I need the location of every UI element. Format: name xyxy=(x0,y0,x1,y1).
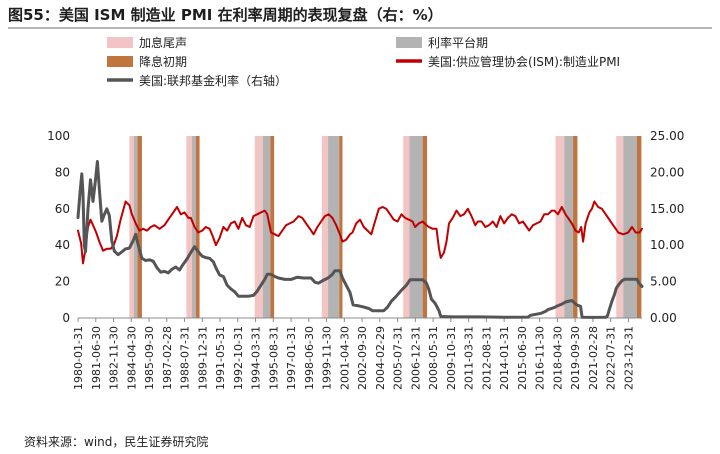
legend-label-ffr: 美国:联邦基金利率（右轴） xyxy=(139,73,287,88)
series-line-pmi xyxy=(77,200,643,265)
band-plateau-3 xyxy=(262,136,271,318)
x-tick-label: 1981-06-30 xyxy=(90,326,103,390)
x-tick-label: 2021-02-28 xyxy=(587,326,600,390)
band-plateau-6 xyxy=(564,136,574,318)
band-late-hike-7 xyxy=(616,136,624,318)
band-late-hike-4 xyxy=(321,136,329,318)
x-tick-label: 1989-12-31 xyxy=(196,326,209,390)
x-tick-label: 2004-02-29 xyxy=(374,326,387,390)
x-tick-label: 1984-04-30 xyxy=(125,326,138,390)
band-late-hike-1 xyxy=(129,136,134,318)
band-late-hike-2 xyxy=(186,136,193,318)
band-plateau-7 xyxy=(623,136,637,318)
legend: 加息尾声 降息初期 美国:联邦基金利率（右轴） 利率平台期 美国:供应管理协会(… xyxy=(107,35,620,88)
title-rule xyxy=(8,27,712,29)
y-right-tick-label: 10.00 xyxy=(650,238,684,252)
x-tick-label: 1991-05-31 xyxy=(214,326,227,390)
axes: 0 20 40 60 80 100 0.00 5.00 10.00 15.00 20.00 25.00… xyxy=(47,129,684,390)
y-left-tick-label: 100 xyxy=(47,129,70,143)
legend-swatch-plateau xyxy=(396,37,422,48)
band-late-hike-3 xyxy=(254,136,263,318)
y-right-tick-label: 25.00 xyxy=(650,129,684,143)
x-tick-label: 1992-10-31 xyxy=(232,326,245,390)
legend-label-late-hike: 加息尾声 xyxy=(139,35,187,50)
x-tick-label: 2011-03-31 xyxy=(463,326,476,390)
x-tick-label: 1988-07-31 xyxy=(179,326,192,390)
y-right-tick-label: 5.00 xyxy=(650,275,677,289)
band-late-hike-5 xyxy=(403,136,410,318)
x-tick-label: 2009-10-31 xyxy=(445,326,458,390)
y-left-tick-label: 60 xyxy=(55,202,70,216)
x-tick-label: 2023-12-31 xyxy=(622,326,635,390)
y-left-tick-label: 40 xyxy=(55,238,70,252)
source-note: 资料来源：wind，民生证券研究院 xyxy=(24,435,209,449)
band-early-cut-1 xyxy=(137,136,142,318)
x-tick-label: 2016-11-30 xyxy=(534,326,547,390)
x-tick-label: 2014-01-31 xyxy=(498,326,511,390)
figure-title: 图55：美国 ISM 制造业 PMI 在利率周期的表现复盘（右：%） xyxy=(8,6,443,24)
y-left-tick-label: 20 xyxy=(55,275,70,289)
x-tick-label: 1997-01-31 xyxy=(285,326,298,390)
series-lines xyxy=(76,160,644,319)
x-tick-label: 2001-04-30 xyxy=(338,326,351,390)
y-left-tick-label: 0 xyxy=(62,311,70,325)
legend-label-pmi: 美国:供应管理协会(ISM):制造业PMI xyxy=(428,54,620,69)
series-line-ffr xyxy=(76,160,644,319)
x-tick-label: 1985-09-30 xyxy=(143,326,156,390)
x-tick-label: 1994-03-31 xyxy=(250,326,263,390)
x-tick-label: 2019-09-30 xyxy=(569,326,582,390)
band-early-cut-5 xyxy=(422,136,428,318)
band-plateau-4 xyxy=(328,136,340,318)
band-early-cut-3 xyxy=(270,136,275,318)
band-early-cut-2 xyxy=(195,136,200,318)
x-tick-label: 1982-11-30 xyxy=(108,326,121,390)
x-tick-label: 2005-07-31 xyxy=(392,326,405,390)
y-right-tick-label: 0.00 xyxy=(650,311,677,325)
x-tick-label: 1995-08-31 xyxy=(267,326,280,390)
x-tick-label: 2015-06-30 xyxy=(516,326,529,390)
y-right-tick-label: 15.00 xyxy=(650,202,684,216)
legend-label-early-cut: 降息初期 xyxy=(139,54,187,69)
band-early-cut-4 xyxy=(339,136,343,318)
legend-swatch-early-cut xyxy=(107,56,133,67)
x-tick-label: 1999-11-30 xyxy=(321,326,334,390)
x-tick-label: 2012-08-31 xyxy=(480,326,493,390)
band-early-cut-7 xyxy=(636,136,642,318)
x-tick-label: 1998-06-30 xyxy=(303,326,316,390)
band-early-cut-6 xyxy=(573,136,578,318)
x-tick-label: 2018-04-30 xyxy=(551,326,564,390)
x-tick-label: 2022-07-31 xyxy=(605,326,618,390)
x-tick-label: 1980-01-31 xyxy=(72,326,85,390)
x-tick-label: 1987-02-28 xyxy=(161,326,174,390)
band-late-hike-6 xyxy=(555,136,565,318)
y-right-tick-label: 20.00 xyxy=(650,165,684,179)
x-tick-label: 2008-05-31 xyxy=(427,326,440,390)
band-plateau-1 xyxy=(133,136,138,318)
x-tick-label: 2006-12-31 xyxy=(409,326,422,390)
x-tick-label: 2002-09-30 xyxy=(356,326,369,390)
legend-swatch-late-hike xyxy=(107,37,133,48)
legend-label-plateau: 利率平台期 xyxy=(428,35,488,50)
y-left-tick-label: 80 xyxy=(55,165,70,179)
